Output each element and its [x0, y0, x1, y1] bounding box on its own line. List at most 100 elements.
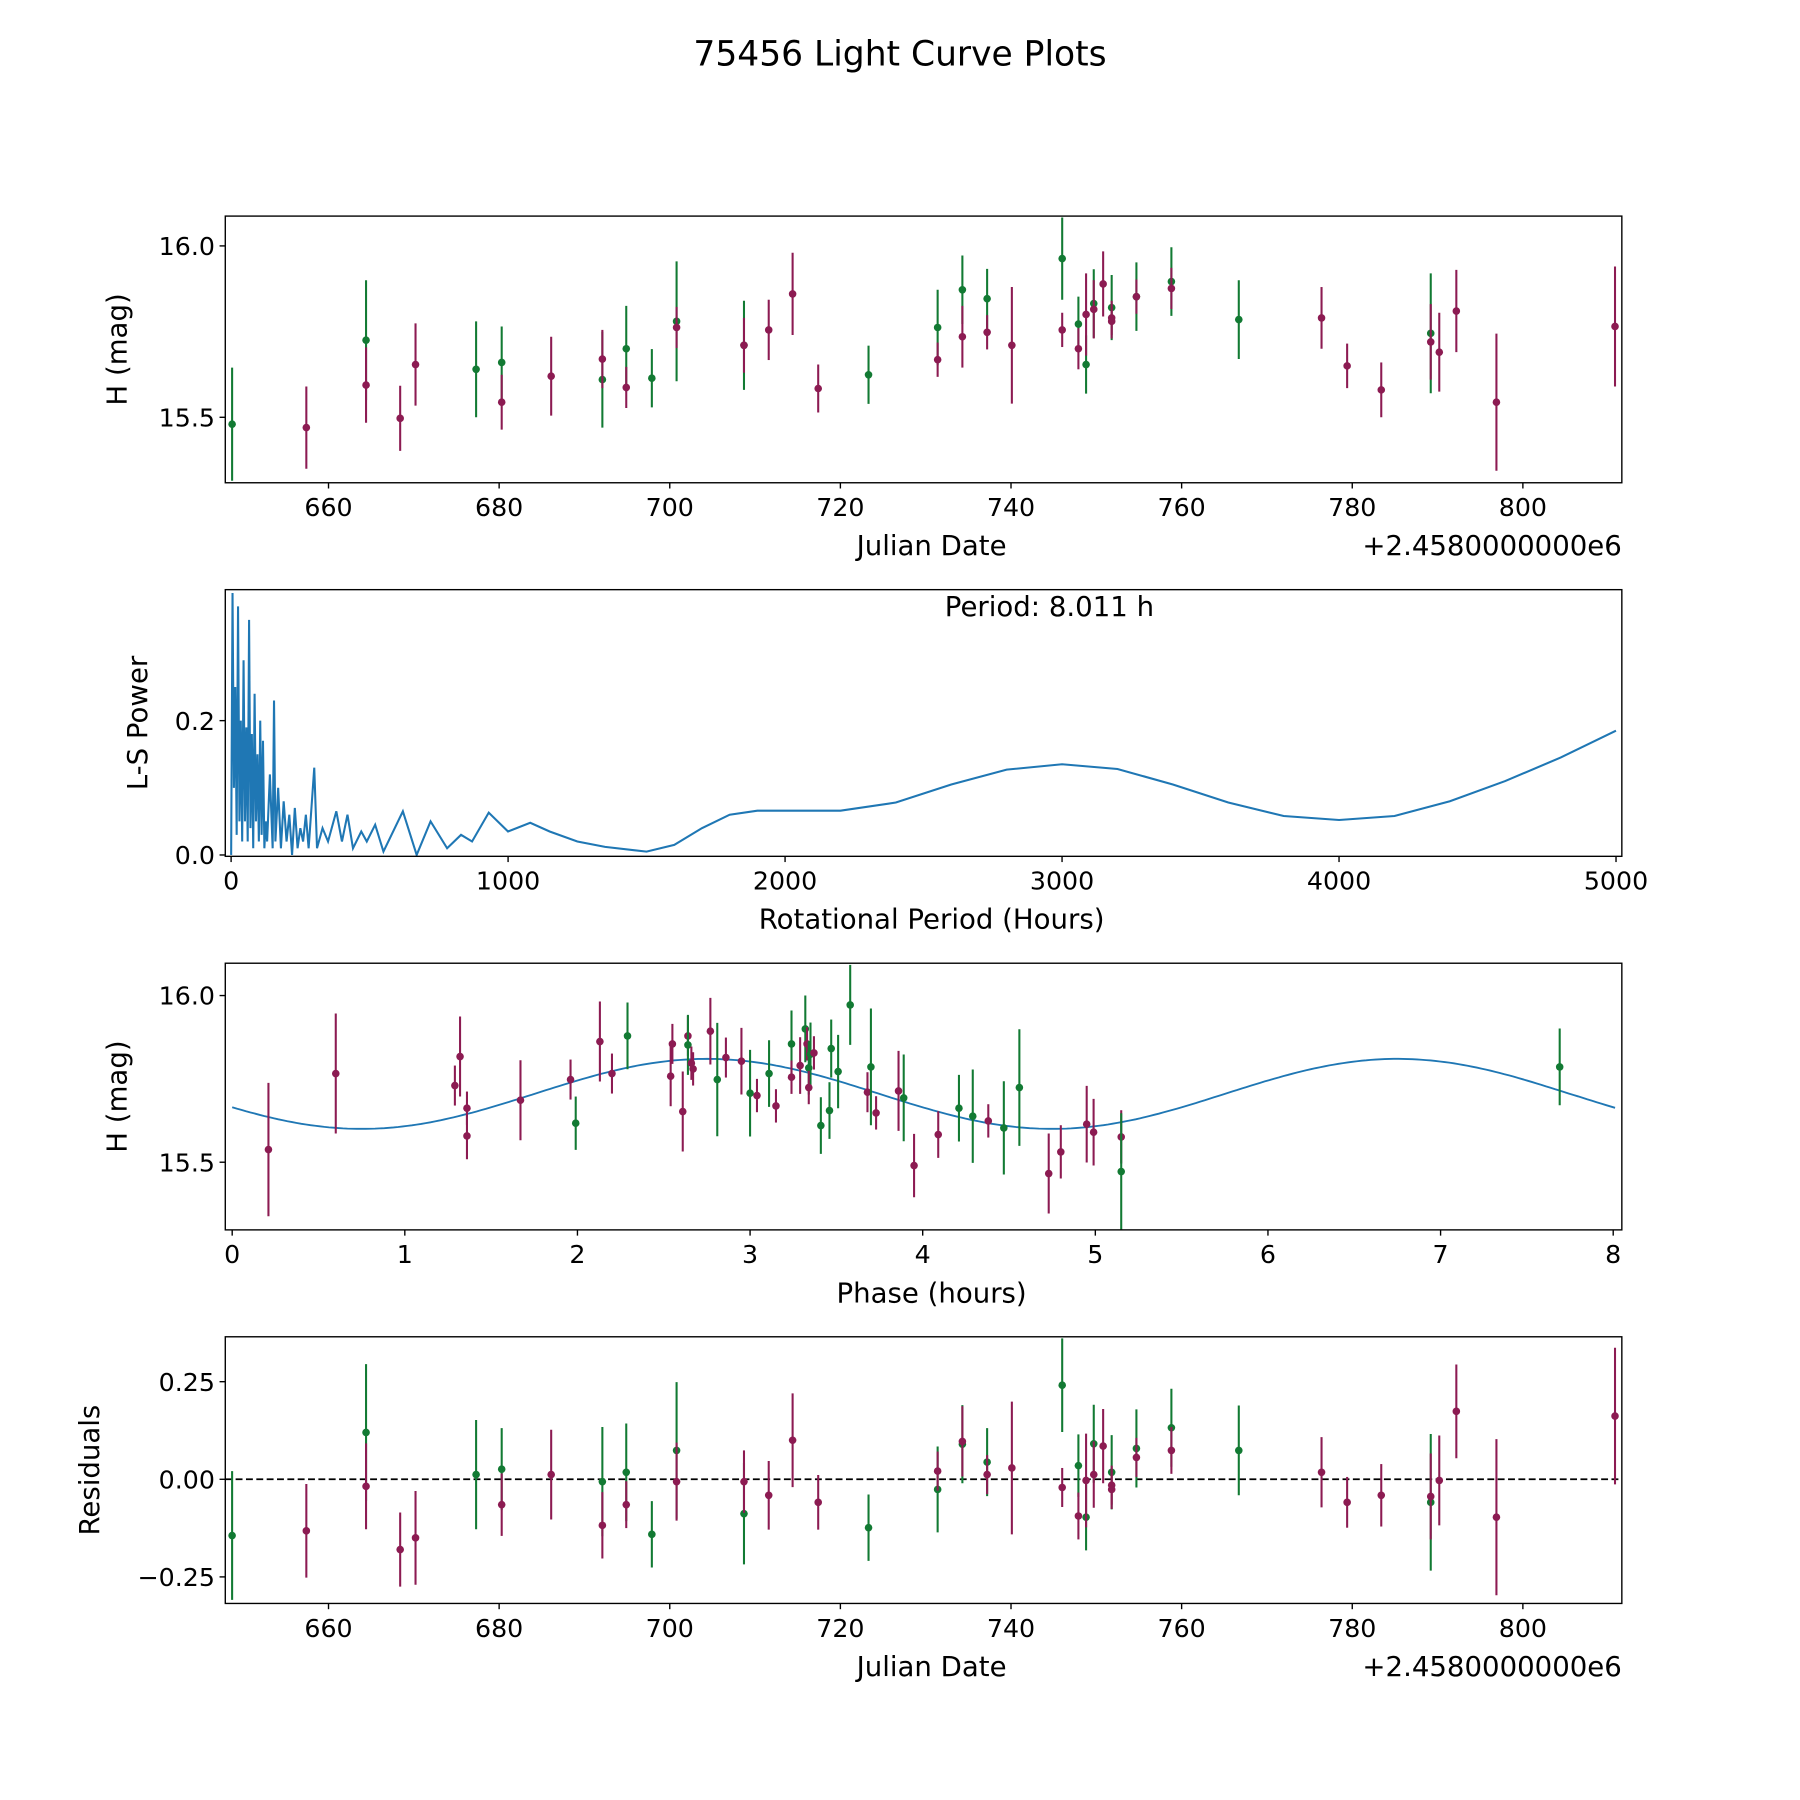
x-axis-label: Phase (hours) [837, 1276, 1027, 1309]
x-tick-label: 8 [1605, 1240, 1621, 1269]
data-point [1234, 315, 1243, 324]
data-point [804, 1083, 813, 1092]
data-point [516, 1096, 525, 1105]
data-point [983, 328, 991, 337]
data-point [497, 398, 506, 407]
data-point [1452, 1407, 1461, 1416]
data-point [796, 1061, 804, 1070]
data-point [497, 1465, 506, 1473]
plot-area [228, 217, 1619, 481]
axes-frame [224, 1336, 1623, 1605]
x-tick-label: 680 [475, 493, 523, 522]
x-offset-text: +2.4580000000e6 [1362, 1650, 1621, 1683]
data-point [753, 1091, 761, 1100]
y-tick-label: 0.2 [175, 707, 215, 736]
data-point [668, 1040, 677, 1048]
y-axis-label: L-S Power [121, 655, 154, 790]
model-fit-curve [231, 1057, 1616, 1130]
data-point [872, 1109, 880, 1117]
data-point [1317, 1468, 1326, 1477]
data-point [1167, 1446, 1176, 1455]
data-point [764, 326, 773, 334]
data-point [463, 1132, 471, 1140]
data-point [396, 414, 404, 423]
x-tick-label: 780 [1328, 493, 1376, 522]
data-point [955, 1104, 963, 1113]
data-point [834, 1067, 842, 1076]
data-point [1058, 254, 1066, 263]
data-point [1377, 386, 1386, 394]
data-point [451, 1081, 459, 1090]
data-point [648, 374, 656, 383]
y-tick-label: 16.0 [159, 982, 215, 1011]
data-point [1044, 1169, 1053, 1178]
data-point [1611, 1412, 1619, 1420]
data-point [867, 1063, 875, 1071]
data-point [411, 1534, 420, 1542]
data-point [684, 1041, 692, 1049]
data-point [1435, 1476, 1444, 1485]
data-point [740, 1477, 748, 1486]
x-tick-label: 1000 [476, 867, 540, 896]
data-point [1611, 322, 1619, 331]
data-point [622, 383, 631, 392]
data-point [788, 1436, 797, 1445]
data-point [622, 344, 631, 353]
x-tick-label: 740 [987, 493, 1035, 522]
x-tick-label: 700 [646, 1614, 694, 1643]
x-tick-label: 0 [223, 867, 239, 896]
x-tick-label: 6 [1260, 1240, 1276, 1269]
y-axis-label: H (mag) [100, 1040, 133, 1152]
y-axis-label: Residuals [73, 1405, 106, 1536]
data-point [598, 1477, 607, 1486]
data-point [1082, 1120, 1091, 1129]
data-point [1555, 1063, 1564, 1071]
data-point [666, 1072, 675, 1081]
data-point [622, 1500, 631, 1509]
data-point [713, 1075, 722, 1084]
x-tick-label: 1 [397, 1240, 413, 1269]
data-point [1058, 1381, 1066, 1389]
data-point [411, 360, 420, 369]
y-tick-label: 0.25 [159, 1368, 215, 1397]
data-point [1492, 1513, 1501, 1521]
data-point [362, 381, 370, 389]
data-point [547, 372, 555, 380]
data-point [1015, 1083, 1024, 1092]
plot-area [230, 592, 1617, 857]
data-point [362, 1482, 370, 1491]
data-point [814, 384, 822, 393]
data-point [1343, 362, 1351, 370]
data-point [787, 1040, 796, 1048]
data-point [1000, 1124, 1008, 1132]
y-tick-label: 0.00 [159, 1465, 215, 1494]
data-point [672, 323, 681, 332]
data-point [737, 1057, 746, 1066]
x-axis-label: Julian Date [855, 529, 1007, 562]
data-point [910, 1161, 918, 1170]
data-point [864, 370, 873, 379]
data-point [983, 294, 991, 303]
x-axis-label: Rotational Period (Hours) [759, 903, 1105, 936]
data-point [983, 1470, 991, 1479]
data-point [362, 1428, 370, 1437]
data-point [302, 1527, 311, 1535]
x-tick-label: 760 [1158, 493, 1206, 522]
data-point [1074, 1461, 1083, 1470]
x-tick-label: 4000 [1307, 867, 1371, 896]
x-tick-label: 0 [224, 1240, 240, 1269]
data-point [1107, 1485, 1116, 1494]
data-point [933, 1467, 942, 1475]
axes-frame [224, 215, 1623, 484]
y-tick-label: 15.5 [159, 403, 215, 432]
plot-area [225, 1338, 1622, 1600]
data-point [1089, 1128, 1098, 1137]
data-point [1167, 284, 1176, 293]
data-point [1082, 1476, 1090, 1485]
data-point [1089, 1470, 1098, 1479]
x-tick-label: 660 [304, 493, 352, 522]
data-point [678, 1107, 687, 1116]
x-tick-label: 660 [304, 1614, 352, 1643]
data-point [689, 1065, 697, 1073]
data-point [672, 1477, 681, 1486]
